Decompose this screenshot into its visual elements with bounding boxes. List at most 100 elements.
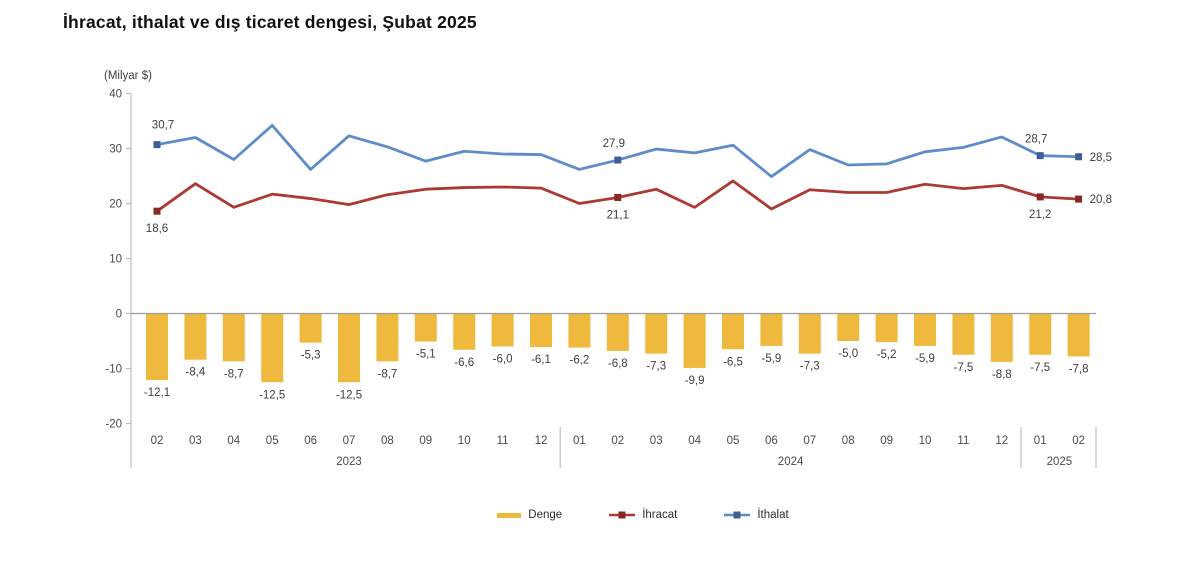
balance-bar: [568, 313, 591, 348]
svg-text:0: 0: [116, 309, 122, 321]
svg-text:10: 10: [458, 435, 471, 447]
svg-text:-6,8: -6,8: [608, 358, 628, 370]
svg-text:07: 07: [803, 435, 816, 447]
svg-text:09: 09: [880, 435, 893, 447]
svg-text:-7,8: -7,8: [1069, 363, 1089, 375]
balance-bar: [146, 313, 168, 381]
legend-label-ihracat: İhracat: [642, 509, 678, 521]
chart-title: İhracat, ithalat ve dış ticaret dengesi,…: [63, 12, 477, 32]
svg-text:01: 01: [573, 435, 586, 447]
svg-text:04: 04: [227, 435, 240, 447]
svg-text:02: 02: [611, 435, 624, 447]
imports-line-marker: [153, 141, 161, 149]
svg-text:-8,7: -8,7: [377, 368, 397, 380]
svg-text:2024: 2024: [778, 456, 804, 468]
svg-text:18,6: 18,6: [146, 223, 168, 235]
svg-text:-7,3: -7,3: [800, 361, 820, 373]
balance-bar: [990, 313, 1013, 362]
balance-bar: [299, 313, 322, 343]
svg-text:28,5: 28,5: [1090, 152, 1112, 164]
legend-item-denge: Denge: [496, 509, 562, 521]
year-separators: [559, 427, 1097, 468]
exports-line-marker: [1075, 195, 1083, 203]
svg-text:-7,5: -7,5: [953, 362, 973, 374]
y-axis: 40 30 20 10 0 -10 -20: [105, 89, 132, 468]
balance-bar: [1067, 313, 1090, 357]
svg-text:2023: 2023: [336, 456, 362, 468]
ihracat-line-swatch-icon: [608, 510, 636, 520]
svg-text:-6,1: -6,1: [531, 354, 551, 366]
balance-bar: [914, 313, 936, 346]
svg-text:11: 11: [497, 435, 509, 447]
svg-text:12: 12: [995, 435, 1008, 447]
balance-bar: [798, 313, 821, 354]
svg-text:12: 12: [535, 435, 548, 447]
svg-text:04: 04: [688, 435, 701, 447]
svg-text:-6,2: -6,2: [569, 355, 589, 367]
svg-text:30,7: 30,7: [152, 120, 174, 132]
imports-line-marker: [614, 156, 622, 164]
exports-line-marker: [614, 193, 622, 201]
svg-text:06: 06: [765, 435, 778, 447]
x-axis-labels: 02 03 04 05 06 07 08 09 10 11 12 01 02 03 04 05 06 07 08 09…: [151, 435, 1085, 468]
svg-text:11: 11: [957, 435, 969, 447]
svg-text:2025: 2025: [1047, 456, 1073, 468]
balance-bar: [683, 313, 706, 368]
svg-text:-6,0: -6,0: [493, 354, 513, 366]
svg-text:-12,5: -12,5: [336, 389, 362, 401]
svg-text:07: 07: [343, 435, 356, 447]
svg-text:27,9: 27,9: [603, 138, 625, 150]
svg-text:-5,2: -5,2: [877, 349, 897, 361]
balance-bar: [530, 313, 552, 348]
balance-bar: [338, 313, 360, 383]
imports-line-marker: [1036, 152, 1044, 160]
exports-line: 18,6 21,1 21,2 20,8: [146, 179, 1112, 235]
svg-text:-8,8: -8,8: [992, 369, 1012, 381]
balance-bar: [491, 313, 514, 347]
svg-text:06: 06: [304, 435, 317, 447]
svg-text:-5,1: -5,1: [416, 349, 436, 361]
svg-text:40: 40: [109, 89, 122, 101]
legend-item-ithalat: İthalat: [723, 509, 789, 521]
svg-text:02: 02: [151, 435, 164, 447]
svg-text:09: 09: [419, 435, 432, 447]
svg-text:03: 03: [189, 435, 202, 447]
balance-bar: [261, 313, 284, 383]
exports-line-marker: [1036, 193, 1044, 201]
svg-text:20: 20: [109, 199, 122, 211]
svg-text:08: 08: [381, 435, 394, 447]
denge-bar-swatch-icon: [496, 511, 522, 519]
svg-text:-6,6: -6,6: [454, 357, 474, 369]
balance-bar: [606, 313, 629, 351]
balance-bars: -12,1 -8,4 -8,7 -12,5 -5,3 -12,5 -8,7 -5,1 -6,6 -…: [144, 313, 1090, 401]
svg-text:-12,5: -12,5: [259, 389, 285, 401]
balance-bar: [722, 313, 744, 350]
svg-text:-7,5: -7,5: [1030, 362, 1050, 374]
svg-text:-8,7: -8,7: [224, 368, 244, 380]
legend-item-ihracat: İhracat: [608, 509, 677, 521]
svg-text:10: 10: [109, 254, 122, 266]
y-axis-unit-label: (Milyar $): [104, 70, 152, 82]
legend: Denge İhracat İthalat: [85, 509, 1200, 521]
svg-text:-5,9: -5,9: [915, 353, 935, 365]
svg-text:08: 08: [842, 435, 855, 447]
svg-text:-6,5: -6,5: [723, 356, 743, 368]
balance-bar: [760, 313, 783, 346]
svg-text:05: 05: [266, 435, 279, 447]
balance-bar: [1029, 313, 1052, 355]
legend-label-denge: Denge: [528, 509, 563, 521]
svg-text:05: 05: [727, 435, 740, 447]
svg-text:10: 10: [919, 435, 932, 447]
svg-text:-8,4: -8,4: [185, 367, 205, 379]
balance-bar: [222, 313, 245, 362]
svg-text:02: 02: [1072, 435, 1085, 447]
svg-text:-10: -10: [105, 364, 122, 376]
balance-bar: [875, 313, 898, 343]
svg-text:21,2: 21,2: [1029, 209, 1051, 221]
svg-text:20,8: 20,8: [1090, 194, 1112, 206]
svg-text:-9,9: -9,9: [685, 375, 705, 387]
svg-text:28,7: 28,7: [1025, 134, 1047, 146]
svg-text:30: 30: [109, 144, 122, 156]
